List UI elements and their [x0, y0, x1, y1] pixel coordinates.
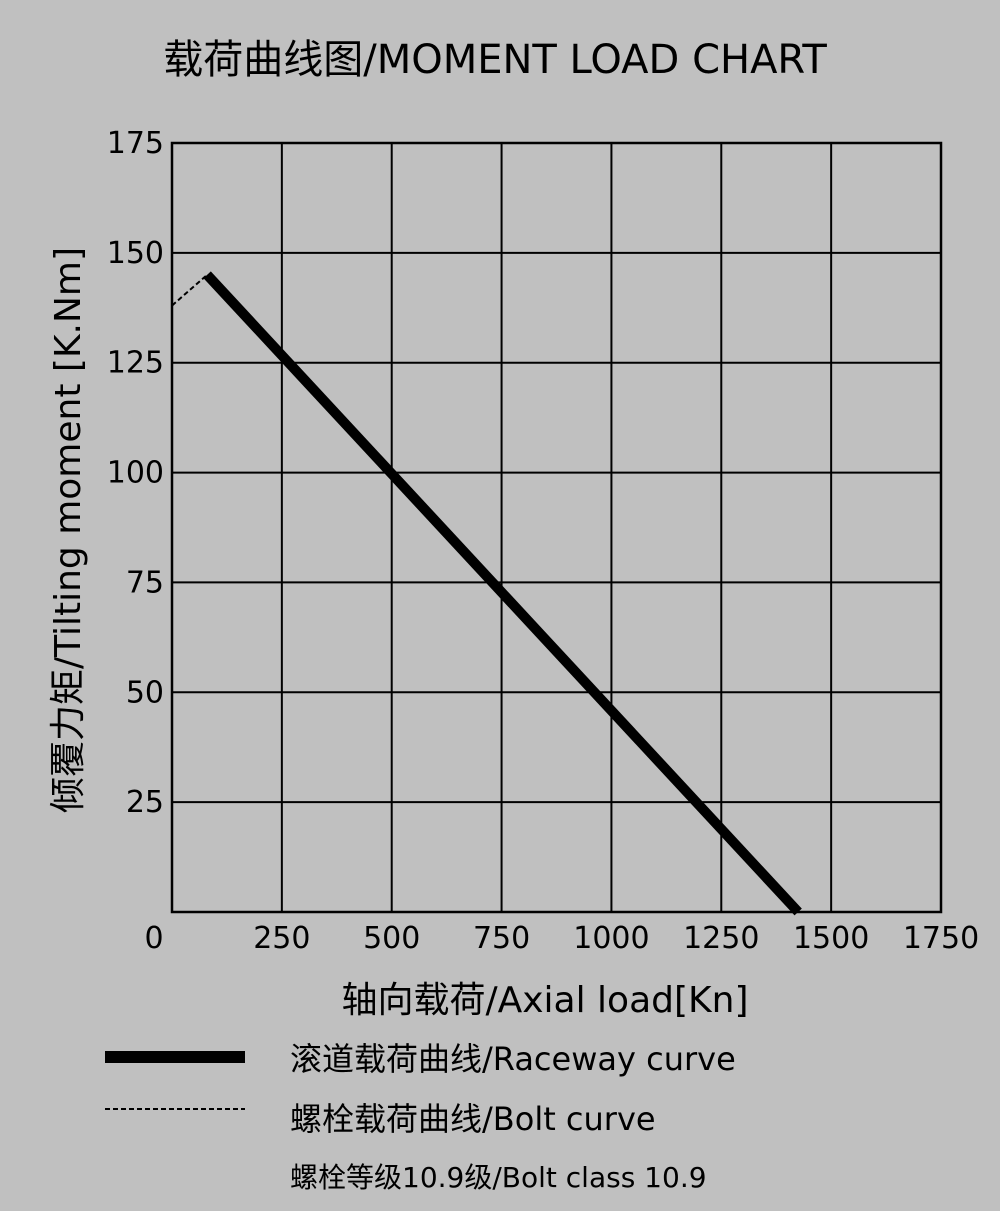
- plot-frame: [170, 141, 943, 914]
- y-tick-label: 150: [107, 236, 164, 271]
- chart-title: 载荷曲线图/MOMENT LOAD CHART: [163, 37, 827, 83]
- series-lines: [171, 271, 802, 916]
- x-tick-label: 750: [473, 921, 530, 956]
- y-tick-label: 25: [126, 785, 164, 820]
- legend-label-bolt: 螺栓载荷曲线/Bolt curve: [290, 1100, 656, 1138]
- y-tick-label: 50: [126, 675, 164, 710]
- raceway-curve-line: [203, 271, 802, 916]
- x-tick-label: 1250: [683, 921, 759, 956]
- bolt-class-note: 螺栓等级10.9级/Bolt class 10.9: [290, 1161, 707, 1194]
- legend: 滚道载荷曲线/Raceway curve 螺栓载荷曲线/Bolt curve 螺…: [105, 1040, 736, 1194]
- legend-label-raceway: 滚道载荷曲线/Raceway curve: [290, 1040, 736, 1078]
- y-tick-label: 75: [126, 565, 164, 600]
- y-axis-label: 倾覆力矩/Tilting moment [K.Nm]: [48, 247, 89, 813]
- x-tick-label: 1000: [573, 921, 649, 956]
- x-axis-label: 轴向载荷/Axial load[Kn]: [341, 980, 748, 1021]
- y-tick-label: 100: [107, 456, 164, 491]
- bolt-curve-line: [171, 274, 208, 307]
- y-tick-label: 175: [107, 126, 164, 161]
- x-tick-label: 1500: [793, 921, 869, 956]
- x-tick-label: 0: [144, 921, 163, 956]
- y-tick-labels: 25 50 75 100 125 150 175: [107, 126, 164, 820]
- x-tick-labels: 0 250 500 750 1000 1250 1500 1750: [144, 921, 979, 956]
- x-tick-label: 1750: [903, 921, 979, 956]
- y-tick-label: 125: [107, 346, 164, 381]
- grid: [170, 141, 943, 914]
- x-tick-label: 500: [363, 921, 420, 956]
- x-tick-label: 250: [253, 921, 310, 956]
